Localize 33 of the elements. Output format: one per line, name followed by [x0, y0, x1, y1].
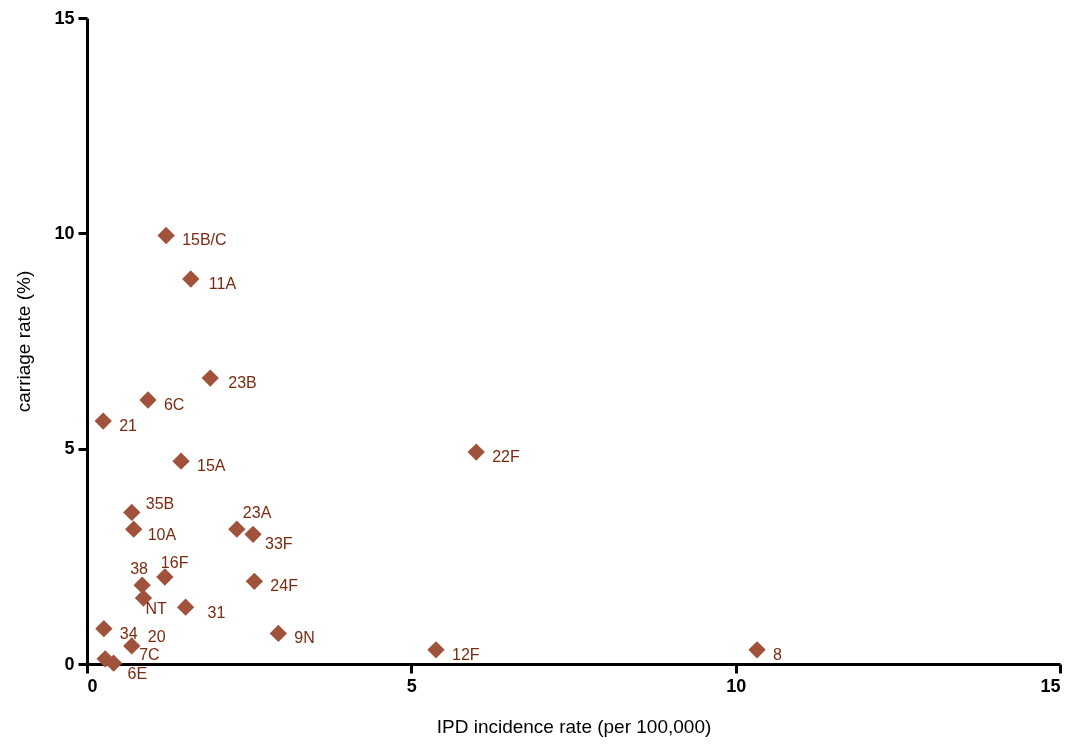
- annotation: NT: [145, 600, 167, 618]
- annotation: 22F: [492, 448, 520, 466]
- annotation: 6E: [127, 665, 148, 683]
- annotation: 11A: [208, 274, 237, 292]
- annotation: 35B: [145, 495, 175, 513]
- y-axis-title: carriage rate (%): [13, 270, 35, 413]
- annotation: 20: [147, 627, 166, 645]
- y-tick-label: 10: [54, 222, 75, 243]
- x-tick-label: 0: [87, 675, 98, 696]
- annotation: 10A: [147, 526, 177, 544]
- annotation: 31: [207, 604, 226, 622]
- annotation: 24F: [270, 577, 299, 595]
- annotation: 15A: [197, 457, 226, 475]
- annotation: 33F: [265, 535, 293, 553]
- annotation: 7C: [139, 645, 160, 663]
- annotation: 6C: [163, 396, 185, 413]
- annotation: 15B/C: [182, 231, 227, 249]
- y-tick-label: 0: [64, 653, 75, 674]
- x-axis-title: IPD incidence rate (per 100,000): [436, 715, 712, 737]
- annotation: 16F: [160, 554, 189, 572]
- annotation: 34: [119, 624, 138, 642]
- y-tick-label: 5: [64, 438, 75, 459]
- x-tick-label: 15: [1040, 675, 1061, 696]
- annotation: 38: [130, 560, 149, 578]
- annotation: 21: [119, 417, 138, 435]
- y-tick-label: 15: [54, 7, 75, 28]
- annotation: 8: [773, 645, 783, 663]
- annotation: 9N: [294, 629, 315, 647]
- annotation: 12F: [451, 645, 480, 663]
- x-tick-label: 5: [406, 675, 417, 696]
- annotation: 23A: [242, 504, 272, 522]
- x-tick-label: 10: [726, 675, 747, 696]
- annotation: 23B: [228, 374, 257, 392]
